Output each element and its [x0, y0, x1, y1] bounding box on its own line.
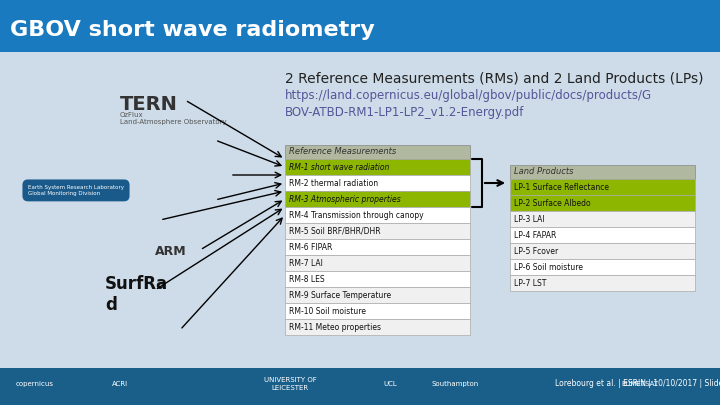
FancyBboxPatch shape: [0, 52, 280, 368]
Text: RM-3 Atmospheric properties: RM-3 Atmospheric properties: [289, 194, 401, 203]
Text: RM-7 LAI: RM-7 LAI: [289, 258, 323, 267]
Text: ACRI: ACRI: [112, 381, 128, 387]
FancyBboxPatch shape: [285, 271, 470, 287]
Text: UNIVERSITY OF
LEICESTER: UNIVERSITY OF LEICESTER: [264, 377, 316, 390]
Text: https://land.copernicus.eu/global/gbov/public/docs/products/G
BOV-ATBD-RM1-LP1-L: https://land.copernicus.eu/global/gbov/p…: [285, 89, 652, 119]
Text: RM-6 FIPAR: RM-6 FIPAR: [289, 243, 333, 252]
Text: LP-1 Surface Reflectance: LP-1 Surface Reflectance: [514, 183, 609, 192]
FancyBboxPatch shape: [510, 179, 695, 195]
Text: LP-6 Soil moisture: LP-6 Soil moisture: [514, 262, 583, 271]
FancyBboxPatch shape: [510, 211, 695, 227]
Text: Land Products: Land Products: [514, 168, 574, 177]
Text: TERN: TERN: [120, 95, 178, 114]
FancyBboxPatch shape: [285, 191, 470, 207]
Text: SurfRa
d: SurfRa d: [105, 275, 168, 314]
FancyBboxPatch shape: [510, 259, 695, 275]
FancyBboxPatch shape: [510, 275, 695, 291]
FancyBboxPatch shape: [285, 223, 470, 239]
Text: OzFlux
Land-Atmosphere Observatory: OzFlux Land-Atmosphere Observatory: [120, 112, 227, 125]
Text: LP-5 Fcover: LP-5 Fcover: [514, 247, 558, 256]
Text: RM-5 Soil BRF/BHR/DHR: RM-5 Soil BRF/BHR/DHR: [289, 226, 381, 235]
Text: Lorebourg et al. | ESRIN | 10/10/2017 | Slide  9: Lorebourg et al. | ESRIN | 10/10/2017 | …: [555, 379, 720, 388]
Text: LP-7 LST: LP-7 LST: [514, 279, 546, 288]
Text: RM-2 thermal radiation: RM-2 thermal radiation: [289, 179, 378, 188]
Text: RM-9 Surface Temperature: RM-9 Surface Temperature: [289, 290, 391, 300]
Text: LP-4 FAPAR: LP-4 FAPAR: [514, 230, 557, 239]
FancyBboxPatch shape: [285, 303, 470, 319]
FancyBboxPatch shape: [510, 195, 695, 211]
Text: Southampton: Southampton: [431, 381, 479, 387]
FancyBboxPatch shape: [285, 175, 470, 191]
Text: ARM: ARM: [155, 245, 186, 258]
FancyBboxPatch shape: [285, 319, 470, 335]
Text: RM-4 Transmission through canopy: RM-4 Transmission through canopy: [289, 211, 423, 220]
Text: LP-3 LAI: LP-3 LAI: [514, 215, 544, 224]
Text: 2 Reference Measurements (RMs) and 2 Land Products (LPs): 2 Reference Measurements (RMs) and 2 Lan…: [285, 72, 703, 86]
FancyBboxPatch shape: [285, 159, 470, 175]
Text: copernicus: copernicus: [16, 381, 54, 387]
FancyBboxPatch shape: [0, 0, 720, 52]
Text: EUMETSAT: EUMETSAT: [621, 381, 659, 387]
FancyBboxPatch shape: [0, 368, 720, 405]
Text: RM-10 Soil moisture: RM-10 Soil moisture: [289, 307, 366, 315]
Text: GBOV short wave radiometry: GBOV short wave radiometry: [10, 20, 374, 40]
Text: Earth System Research Laboratory
Global Monitoring Division: Earth System Research Laboratory Global …: [28, 185, 124, 196]
FancyBboxPatch shape: [0, 52, 720, 368]
Text: RM-1 short wave radiation: RM-1 short wave radiation: [289, 162, 390, 171]
FancyBboxPatch shape: [285, 239, 470, 255]
FancyBboxPatch shape: [285, 145, 470, 159]
Text: Reference Measurements: Reference Measurements: [289, 147, 396, 156]
Text: RM-8 LES: RM-8 LES: [289, 275, 325, 284]
Text: UCL: UCL: [383, 381, 397, 387]
FancyBboxPatch shape: [285, 255, 470, 271]
Text: LP-2 Surface Albedo: LP-2 Surface Albedo: [514, 198, 590, 207]
FancyBboxPatch shape: [285, 207, 470, 223]
FancyBboxPatch shape: [510, 165, 695, 179]
FancyBboxPatch shape: [285, 287, 470, 303]
FancyBboxPatch shape: [510, 243, 695, 259]
FancyBboxPatch shape: [510, 227, 695, 243]
Text: RM-11 Meteo properties: RM-11 Meteo properties: [289, 322, 381, 332]
